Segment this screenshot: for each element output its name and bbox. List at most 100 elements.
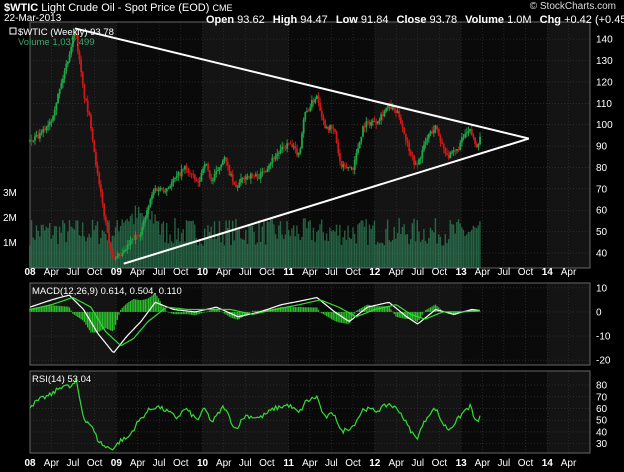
- macd-histogram-bar: [129, 300, 132, 312]
- y-tick-label: 110: [596, 99, 612, 110]
- macd-histogram-bar: [128, 302, 130, 312]
- instrument-name: Light Crude Oil - Spot Price (EOD): [41, 2, 210, 14]
- macd-histogram-bar: [174, 311, 176, 315]
- candle-body: [172, 179, 175, 183]
- y-tick-label: 40: [596, 249, 608, 260]
- x-tick-label: Apr: [216, 458, 232, 469]
- x-tick-label: Oct: [432, 267, 448, 278]
- volume-bar: [88, 233, 90, 268]
- macd-histogram-bar: [330, 311, 333, 320]
- macd-histogram-bar: [423, 311, 425, 313]
- candle-body: [233, 181, 236, 185]
- macd-histogram-bar: [40, 306, 43, 312]
- macd-histogram-bar: [161, 303, 163, 312]
- candle-body: [151, 195, 153, 200]
- candle-body: [85, 98, 87, 101]
- volume-bar: [446, 242, 448, 268]
- macd-histogram-bar: [85, 311, 87, 325]
- macd-histogram-bar: [75, 311, 77, 316]
- candle-body: [325, 127, 328, 129]
- candle-body: [342, 164, 345, 168]
- x-tick-label: Apr: [216, 267, 232, 278]
- candle-body: [68, 54, 71, 62]
- volume-bar: [83, 236, 85, 268]
- candle-body: [282, 146, 285, 148]
- macd-histogram-bar: [334, 311, 336, 322]
- candle-body: [152, 190, 155, 196]
- candle-body: [322, 116, 325, 121]
- candle-body: [103, 203, 106, 217]
- macd-histogram-bar: [189, 311, 191, 315]
- macd-histogram-bar: [240, 311, 242, 319]
- candle-body: [187, 167, 190, 173]
- macd-histogram-bar: [108, 311, 110, 330]
- candle-body: [212, 179, 214, 182]
- macd-histogram-bar: [329, 311, 331, 319]
- volume-bar: [332, 230, 334, 268]
- volume-bar: [462, 229, 465, 268]
- macd-histogram-bar: [355, 310, 357, 312]
- candle-body: [86, 100, 89, 113]
- candle-body: [337, 143, 340, 154]
- candle-body: [474, 137, 476, 144]
- candle-body: [264, 171, 267, 173]
- ohlc-high: High 94.47: [272, 14, 331, 26]
- macd-legend: MACD(12,26,9) 0.614, 0.504, 0.110: [32, 286, 182, 297]
- macd-histogram-bar: [436, 305, 438, 312]
- y-tick-label: 140: [596, 35, 613, 46]
- macd-histogram-bar: [70, 310, 72, 312]
- macd-histogram-bar: [406, 311, 409, 320]
- candle-body: [137, 235, 140, 237]
- macd-histogram-bar: [113, 311, 115, 330]
- candle-body: [320, 110, 323, 117]
- volume-bar: [75, 220, 77, 268]
- candle-body: [477, 144, 480, 148]
- volume-bar: [459, 223, 461, 268]
- volume-bar: [263, 220, 265, 268]
- y-tick-label: 70: [596, 392, 608, 403]
- volume-bar: [307, 221, 310, 268]
- candle-body: [357, 148, 359, 153]
- volume-bar: [70, 226, 72, 268]
- macd-histogram-bar: [370, 305, 372, 312]
- macd-histogram-bar: [327, 311, 329, 318]
- volume-bar: [166, 222, 168, 268]
- volume-bar: [386, 219, 389, 268]
- macd-histogram-bar: [83, 311, 85, 323]
- macd-histogram-bar: [111, 311, 114, 332]
- x-tick-label: Jul: [497, 458, 510, 469]
- volume-bar: [116, 220, 118, 268]
- macd-histogram-bar: [63, 306, 66, 312]
- volume-bar: [319, 224, 321, 268]
- volume-bar: [248, 224, 250, 268]
- macd-histogram-bar: [424, 310, 427, 312]
- volume-bar: [276, 238, 278, 268]
- volume-bar: [152, 223, 155, 268]
- candle-body: [174, 177, 176, 180]
- macd-histogram-bar: [243, 311, 245, 316]
- x-tick-label: 10: [197, 267, 209, 278]
- macd-histogram-bar: [54, 305, 56, 312]
- macd-histogram-bar: [215, 308, 217, 312]
- x-tick-label: Apr: [475, 458, 491, 469]
- candle-body: [416, 163, 419, 165]
- volume-bar: [136, 217, 138, 268]
- macd-histogram-bar: [184, 311, 186, 315]
- volume-bar: [292, 225, 295, 268]
- y-tick-label: 70: [596, 184, 608, 195]
- candle-body: [302, 119, 305, 134]
- candle-body: [65, 63, 68, 72]
- candle-body: [144, 217, 147, 221]
- candle-body: [185, 166, 188, 168]
- volume-tick-label: 3M: [3, 188, 17, 199]
- volume-bar: [106, 240, 109, 268]
- candle-body: [470, 129, 473, 135]
- volume-bar: [269, 218, 272, 268]
- candle-body: [55, 103, 58, 110]
- volume-bar: [62, 220, 64, 268]
- volume-bar: [316, 231, 318, 268]
- volume-bar: [47, 228, 49, 268]
- rsi-panel-border: [29, 370, 591, 454]
- volume-bar: [147, 204, 150, 268]
- volume-bar: [231, 220, 234, 268]
